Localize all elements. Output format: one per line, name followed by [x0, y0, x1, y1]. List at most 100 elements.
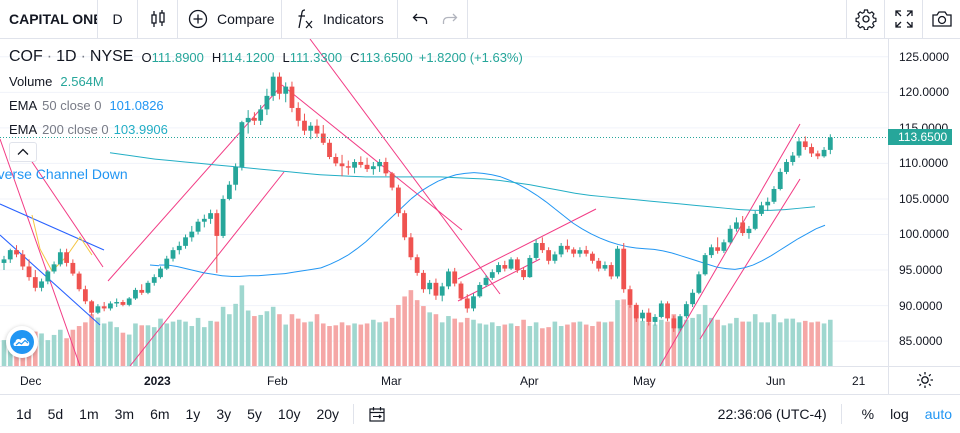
candle-body [827, 137, 833, 150]
volume-bar [408, 290, 414, 366]
volume-bar [164, 323, 170, 366]
range-button-1y[interactable]: 1y [185, 406, 201, 422]
legend-separator: · [80, 48, 86, 65]
candle-body [590, 253, 595, 261]
ema50-segment [599, 237, 610, 243]
auto-scale-toggle[interactable]: auto [924, 406, 952, 422]
legend-main-series[interactable]: COF · 1D · NYSE O111.8900 H114.1200 L111… [9, 45, 523, 69]
legend-ema50[interactable]: EMA 50 close 0 101.0826 [9, 93, 523, 117]
undo-icon[interactable] [412, 12, 428, 26]
legend-separator: · [46, 48, 53, 65]
candle-body [333, 157, 339, 164]
ema200-segment [499, 179, 516, 184]
candle-body [302, 120, 307, 131]
symbol-search[interactable]: CAPITAL ONE FINANCIAL CORP [0, 0, 98, 38]
ema50-segment [302, 268, 313, 272]
candle-body [151, 277, 157, 283]
ema200-segment [544, 187, 561, 191]
ema50-segment [770, 249, 781, 257]
legend-change: +1.8200 (+1.63%) [418, 49, 523, 65]
symbol-name: CAPITAL ONE FINANCIAL CORP [9, 11, 97, 27]
ema-lines [109, 152, 826, 277]
volume-bar [352, 323, 357, 366]
volume-bar [671, 314, 677, 366]
candle-body [20, 254, 26, 267]
volume-bar [308, 321, 314, 366]
clock-timezone[interactable]: 22:36:06 (UTC-4) [718, 404, 842, 424]
volume-bar [320, 323, 326, 366]
candle-body [320, 133, 326, 143]
ema200-segment [439, 176, 456, 179]
ema200-segment [184, 161, 201, 164]
date-range-icon[interactable] [368, 406, 386, 422]
ema50-segment [500, 176, 511, 181]
candle-body [627, 289, 633, 305]
trend-line [281, 84, 463, 231]
range-button-20y[interactable]: 20y [316, 406, 340, 422]
ema50-segment [725, 268, 736, 270]
trend-line [659, 123, 801, 366]
price-scale[interactable]: 125.0000 120.0000 115.0000 110.0000 105.0000… [888, 39, 960, 366]
redo-icon[interactable] [442, 12, 458, 26]
chart-pane[interactable] [0, 39, 960, 394]
range-button-1m[interactable]: 1m [79, 406, 99, 422]
range-selector: 1d 5d 1m 3m 6m 1y 3y 5y 10y 20y [0, 406, 347, 422]
time-tick-label: Dec [20, 374, 42, 388]
time-tick-label: 2023 [144, 374, 171, 388]
volume-bar [39, 333, 44, 366]
volume-bar [114, 327, 119, 366]
fullscreen-button[interactable] [884, 0, 922, 38]
volume-bar [533, 322, 539, 366]
screenshot-button[interactable] [922, 0, 960, 38]
range-button-1d[interactable]: 1d [16, 406, 32, 422]
range-button-5d[interactable]: 5d [47, 406, 64, 422]
legend-volume[interactable]: Volume 2.564M [9, 69, 523, 93]
settings-button[interactable] [846, 0, 884, 38]
ema200-segment [109, 152, 126, 156]
settings-gear-icon [855, 9, 876, 30]
log-scale-toggle[interactable]: log [890, 406, 909, 422]
range-button-3y[interactable]: 3y [216, 406, 232, 422]
ema200-segment [454, 177, 471, 179]
tradingview-logo-button[interactable] [6, 326, 38, 358]
legend-collapse-button[interactable] [9, 142, 37, 162]
scale-settings-button[interactable] [888, 366, 960, 394]
volume-bar [45, 340, 51, 366]
volume-bar [83, 322, 88, 366]
ema50-segment [149, 264, 160, 267]
price-chart[interactable] [0, 39, 888, 366]
ema200-segment [139, 156, 156, 160]
candle-body [201, 218, 207, 222]
interval-selector[interactable]: D [98, 0, 138, 38]
channel-drawing-label[interactable]: Inverse Channel Down [0, 166, 128, 182]
candle-body [427, 282, 433, 290]
volume-bar [815, 321, 821, 366]
volume-bar [158, 318, 163, 366]
range-button-6m[interactable]: 6m [150, 406, 170, 422]
trend-line [699, 178, 801, 340]
ema50-segment [203, 272, 214, 275]
range-button-5y[interactable]: 5y [247, 406, 262, 422]
candle-body [477, 284, 483, 297]
candle-body [295, 107, 301, 121]
candle-body [164, 258, 170, 269]
compare-button[interactable]: Compare [178, 0, 282, 38]
range-button-10y[interactable]: 10y [277, 406, 301, 422]
interval-label: D [112, 11, 123, 27]
volume-bar [358, 324, 364, 366]
range-button-3m[interactable]: 3m [114, 406, 135, 422]
volume-bar [170, 321, 176, 366]
candle-body [596, 260, 602, 269]
volume-bar [371, 319, 376, 366]
indicators-button[interactable]: Indicators [282, 0, 398, 38]
candle-body [283, 86, 289, 94]
candle-body [239, 122, 245, 167]
candle-body [809, 147, 814, 154]
ema50-segment [167, 264, 178, 267]
ema50-segment [356, 241, 367, 250]
time-scale[interactable]: Dec 2023 Feb Mar Apr May Jun 21 [0, 366, 960, 394]
percent-scale-toggle[interactable]: % [861, 406, 875, 422]
volume-bar [183, 321, 188, 366]
chart-type-button[interactable] [138, 0, 178, 38]
legend-ema200[interactable]: EMA 200 close 0 103.9906 [9, 117, 523, 141]
